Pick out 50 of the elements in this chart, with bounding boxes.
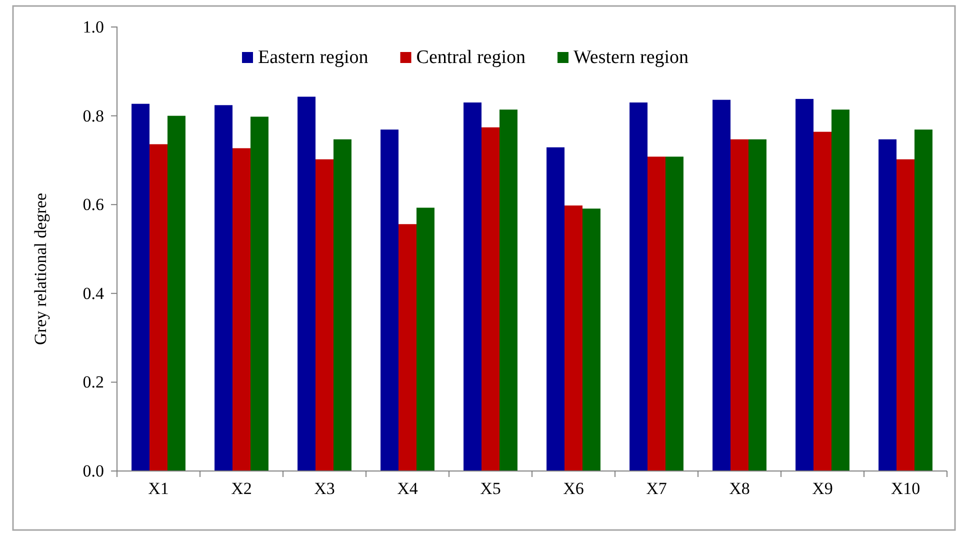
bar: [730, 139, 748, 471]
bar: [380, 130, 399, 471]
bar: [546, 147, 565, 471]
bar: [748, 139, 766, 471]
bar: [648, 156, 666, 471]
bar: [167, 116, 186, 471]
x-tick-label: X5: [480, 479, 501, 498]
bar: [814, 132, 832, 471]
bar: [464, 102, 482, 471]
x-tick-label: X6: [563, 479, 584, 498]
bar: [214, 105, 233, 471]
y-tick-label: 1.0: [82, 17, 104, 36]
bar: [582, 208, 600, 471]
legend-label: Central region: [416, 47, 526, 68]
y-tick-label: 0.6: [82, 195, 104, 214]
bar: [564, 205, 582, 471]
y-tick-label: 0.0: [82, 461, 104, 480]
bar: [914, 130, 932, 471]
bar: [896, 159, 914, 471]
x-tick-label: X2: [231, 479, 252, 498]
x-tick-label: X9: [812, 479, 833, 498]
x-tick-label: X10: [890, 479, 920, 498]
bar: [712, 100, 731, 471]
bar: [316, 159, 334, 471]
bar: [878, 139, 897, 471]
bar: [150, 144, 168, 471]
bar: [665, 156, 684, 471]
bar: [416, 208, 434, 471]
x-tick-label: X7: [646, 479, 668, 498]
x-tick-label: X1: [148, 479, 169, 498]
bar: [831, 110, 850, 471]
bar: [630, 102, 648, 471]
bar: [250, 116, 268, 471]
bar: [132, 104, 150, 471]
bar: [796, 98, 814, 471]
legend-label: Eastern region: [258, 47, 369, 68]
bar: [232, 148, 250, 471]
x-tick-label: X8: [729, 479, 750, 498]
bar: [482, 127, 500, 471]
bar: [398, 224, 416, 471]
y-axis-title: Grey relational degree: [31, 193, 50, 345]
bar: [499, 110, 518, 471]
bar: [298, 96, 316, 471]
y-tick-label: 0.2: [82, 372, 104, 392]
x-tick-label: X4: [397, 479, 418, 498]
y-tick-label: 0.8: [82, 106, 104, 126]
y-tick-label: 0.4: [82, 284, 104, 303]
x-tick-label: X3: [314, 479, 335, 498]
bar: [333, 139, 352, 471]
legend-label: Western region: [573, 47, 690, 68]
